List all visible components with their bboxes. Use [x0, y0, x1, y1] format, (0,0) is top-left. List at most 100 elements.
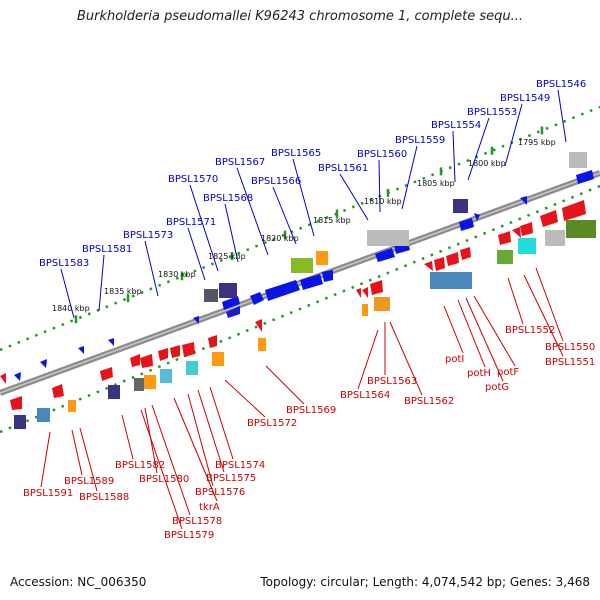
reverse-gene-label[interactable]: BPSL1579 [164, 530, 214, 541]
forward-gene-label[interactable]: BPSL1560 [357, 149, 407, 160]
gene-arrow[interactable] [424, 261, 433, 271]
reverse-gene-label[interactable]: BPSL1575 [206, 473, 256, 484]
gene-block[interactable] [518, 238, 536, 254]
gene-arrow[interactable] [250, 292, 264, 305]
gene-arrow[interactable] [108, 338, 114, 346]
reverse-gene-label[interactable]: BPSL1572 [247, 418, 297, 429]
gene-arrow[interactable] [265, 280, 300, 301]
reverse-gene-label[interactable]: BPSL1569 [286, 405, 336, 416]
gene-block[interactable] [68, 400, 76, 412]
reverse-gene-label[interactable]: BPSL1551 [545, 357, 595, 368]
gene-block[interactable] [212, 352, 224, 366]
reverse-gene-label[interactable]: BPSL1563 [367, 376, 417, 387]
reverse-gene-label[interactable]: BPSL1550 [545, 342, 595, 353]
gene-block[interactable] [14, 415, 26, 429]
reverse-gene-label[interactable]: tkrA [199, 502, 220, 513]
gene-arrow[interactable] [520, 222, 533, 236]
forward-gene-label[interactable]: BPSL1546 [536, 79, 586, 90]
gene-arrow[interactable] [520, 196, 527, 205]
gene-arrow[interactable] [375, 248, 395, 262]
gene-block[interactable] [430, 272, 472, 289]
forward-gene-label[interactable]: BPSL1566 [251, 176, 301, 187]
reverse-gene-label[interactable]: BPSL1564 [340, 390, 390, 401]
gene-arrow[interactable] [14, 372, 21, 381]
gene-block[interactable] [497, 250, 513, 264]
gene-arrow[interactable] [362, 287, 368, 298]
forward-gene-label[interactable]: BPSL1559 [395, 135, 445, 146]
gene-block[interactable] [108, 385, 120, 399]
gene-arrow[interactable] [460, 247, 471, 260]
gene-arrow[interactable] [193, 316, 199, 324]
gene-arrow[interactable] [576, 170, 594, 184]
reverse-gene-label[interactable]: potF [497, 367, 519, 378]
gene-block[interactable] [219, 283, 237, 298]
gene-arrow[interactable] [78, 346, 84, 354]
gene-arrow[interactable] [562, 200, 586, 221]
forward-gene-label[interactable]: BPSL1567 [215, 157, 265, 168]
reverse-gene-label[interactable]: potI [445, 354, 464, 365]
reverse-gene-label[interactable]: BPSL1574 [215, 460, 265, 471]
forward-gene-label[interactable]: BPSL1549 [500, 93, 550, 104]
gene-arrow[interactable] [370, 280, 383, 295]
gene-arrow[interactable] [498, 231, 511, 245]
forward-gene-label[interactable]: BPSL1583 [39, 258, 89, 269]
forward-gene-label[interactable]: BPSL1565 [271, 148, 321, 159]
gene-arrow[interactable] [226, 306, 240, 318]
gene-arrow[interactable] [10, 396, 22, 410]
gene-arrow[interactable] [356, 288, 361, 298]
forward-gene-label[interactable]: BPSL1573 [123, 230, 173, 241]
gene-arrow[interactable] [512, 227, 521, 238]
reverse-gene-label[interactable]: potG [485, 382, 509, 393]
forward-gene-label[interactable]: BPSL1553 [467, 107, 517, 118]
gene-block[interactable] [144, 375, 156, 389]
gene-arrow[interactable] [182, 342, 195, 357]
reverse-gene-label[interactable]: BPSL1576 [195, 487, 245, 498]
gene-arrow[interactable] [208, 335, 217, 348]
forward-gene-label[interactable]: BPSL1570 [168, 174, 218, 185]
reverse-gene-label[interactable]: BPSL1562 [404, 396, 454, 407]
gene-arrow[interactable] [170, 345, 180, 358]
gene-arrow[interactable] [140, 354, 153, 368]
reverse-gene-label[interactable]: BPSL1552 [505, 325, 555, 336]
forward-gene-label[interactable]: BPSL1554 [431, 120, 481, 131]
gene-arrow[interactable] [158, 348, 168, 361]
gene-block[interactable] [316, 251, 328, 265]
gene-arrow[interactable] [540, 210, 558, 227]
gene-block[interactable] [374, 297, 390, 311]
forward-gene-label[interactable]: BPSL1568 [203, 193, 253, 204]
reverse-gene-label[interactable]: BPSL1588 [79, 492, 129, 503]
gene-arrow[interactable] [434, 257, 445, 271]
forward-gene-label[interactable]: BPSL1581 [82, 244, 132, 255]
reverse-gene-label[interactable]: BPSL1591 [23, 488, 73, 499]
gene-arrow[interactable] [52, 384, 64, 398]
gene-arrow[interactable] [255, 319, 262, 332]
gene-block[interactable] [204, 289, 218, 302]
gene-arrow[interactable] [322, 270, 333, 282]
gene-block[interactable] [566, 220, 596, 238]
gene-arrow[interactable] [0, 373, 6, 384]
gene-block[interactable] [134, 378, 144, 391]
gene-arrow[interactable] [300, 274, 323, 290]
reverse-gene-label[interactable]: BPSL1589 [64, 476, 114, 487]
gene-block[interactable] [291, 258, 313, 273]
gene-arrow[interactable] [100, 367, 113, 381]
gene-block[interactable] [186, 361, 198, 375]
gene-arrow[interactable] [459, 218, 474, 231]
reverse-gene-label[interactable]: BPSL1578 [172, 516, 222, 527]
forward-gene-label[interactable]: BPSL1561 [318, 163, 368, 174]
gene-block[interactable] [37, 408, 50, 422]
gene-arrow[interactable] [474, 213, 480, 221]
gene-block[interactable] [258, 338, 266, 351]
gene-arrow[interactable] [446, 252, 459, 266]
gene-block[interactable] [545, 230, 565, 246]
gene-block[interactable] [367, 230, 409, 246]
gene-block[interactable] [569, 152, 587, 168]
reverse-gene-label[interactable]: BPSL1580 [139, 474, 189, 485]
reverse-gene-label[interactable]: potH [467, 368, 491, 379]
gene-arrow[interactable] [40, 359, 47, 368]
reverse-gene-label[interactable]: BPSL1582 [115, 460, 165, 471]
gene-block[interactable] [160, 369, 172, 383]
gene-arrow[interactable] [130, 354, 140, 367]
gene-arrow[interactable] [222, 296, 240, 310]
gene-block[interactable] [362, 304, 368, 316]
